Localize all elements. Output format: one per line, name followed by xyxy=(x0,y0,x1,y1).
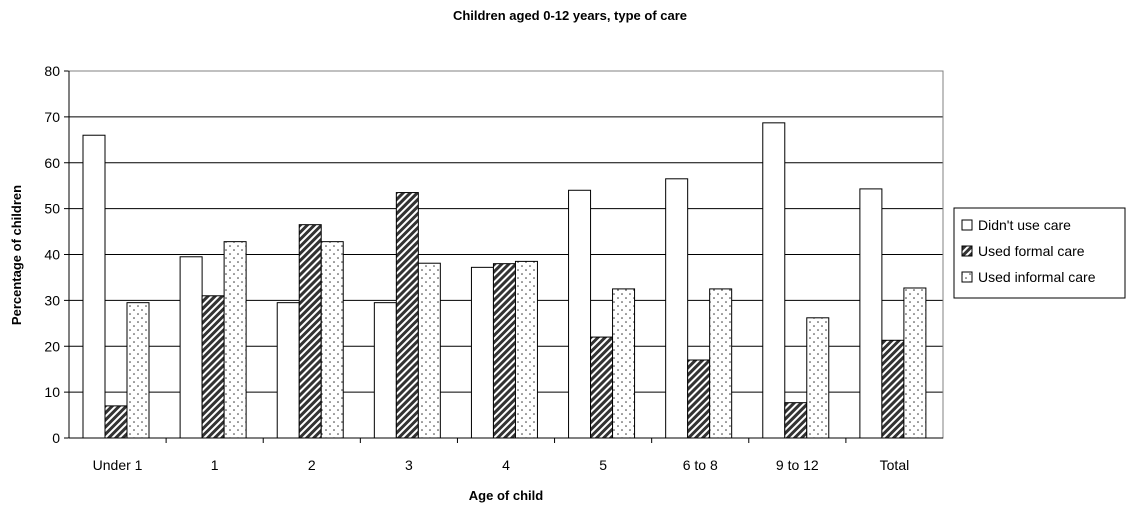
x-tick-label: 6 to 8 xyxy=(683,457,718,473)
bar xyxy=(492,263,516,439)
bar xyxy=(320,241,344,439)
axes xyxy=(64,70,944,443)
x-tick-labels: Under 1 1 2 3 4 5 6 to 8 9 to 12 Total xyxy=(93,457,910,473)
y-tick-label: 30 xyxy=(44,292,60,308)
bar xyxy=(126,302,150,439)
bar xyxy=(903,287,927,439)
bar xyxy=(179,256,203,439)
bar xyxy=(395,192,419,439)
bar xyxy=(762,122,786,439)
y-tick-label: 0 xyxy=(52,430,60,446)
y-tick-labels: 0 10 20 30 40 50 60 70 80 xyxy=(44,63,60,446)
legend: Didn't use care Used formal care Used info… xyxy=(953,207,1126,299)
bar xyxy=(590,336,614,439)
y-tick-label: 80 xyxy=(44,63,60,79)
y-tick-label: 60 xyxy=(44,155,60,171)
bar xyxy=(514,260,538,439)
legend-label: Didn't use care xyxy=(978,217,1071,233)
x-tick-label: 1 xyxy=(211,457,219,473)
legend-swatch xyxy=(961,219,973,231)
bar xyxy=(82,134,106,439)
bar xyxy=(612,288,636,439)
bar xyxy=(709,288,733,439)
bar xyxy=(417,262,441,439)
bar xyxy=(223,241,247,439)
y-tick-label: 50 xyxy=(44,201,60,217)
bar xyxy=(687,359,711,439)
bar xyxy=(276,302,300,439)
bar xyxy=(298,224,322,439)
y-tick-label: 20 xyxy=(44,338,60,354)
y-tick-label: 40 xyxy=(44,247,60,263)
x-tick-label: Total xyxy=(880,457,910,473)
bar xyxy=(665,178,689,439)
legend-frame xyxy=(953,207,1126,299)
bar xyxy=(881,339,905,439)
bar xyxy=(784,402,808,439)
x-axis-title: Age of child xyxy=(469,488,543,503)
x-tick-label: 4 xyxy=(502,457,510,473)
bar xyxy=(859,188,883,439)
x-tick-label: 5 xyxy=(599,457,607,473)
bar xyxy=(470,266,494,439)
x-tick-label: 3 xyxy=(405,457,413,473)
y-tick-label: 70 xyxy=(44,109,60,125)
legend-swatch xyxy=(961,271,973,283)
x-tick-label: Under 1 xyxy=(93,457,143,473)
bar xyxy=(568,189,592,439)
x-tick-label: 2 xyxy=(308,457,316,473)
legend-swatch xyxy=(961,245,973,257)
legend-label: Used informal care xyxy=(978,269,1096,285)
bar xyxy=(806,317,830,439)
bar xyxy=(201,295,225,439)
y-tick-label: 10 xyxy=(44,384,60,400)
legend-label: Used formal care xyxy=(978,243,1085,259)
chart-title: Children aged 0-12 years, type of care xyxy=(453,8,687,23)
x-tick-label: 9 to 12 xyxy=(776,457,819,473)
y-axis-title: Percentage of children xyxy=(9,185,24,325)
bar xyxy=(104,405,128,439)
bar xyxy=(373,302,397,439)
